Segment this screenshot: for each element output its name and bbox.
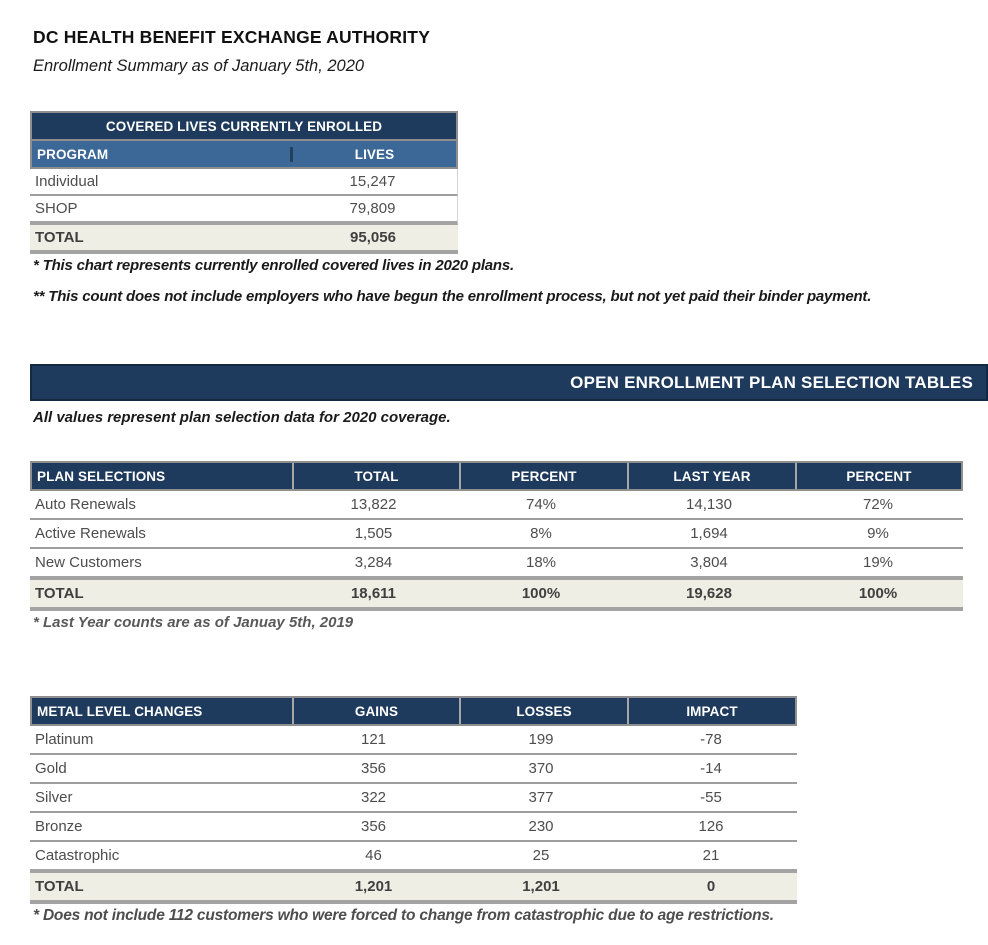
- cell-losses: 25: [532, 847, 550, 864]
- column-header-metal-level-changes: METAL LEVEL CHANGES: [37, 703, 203, 719]
- column-header-plan-selections: PLAN SELECTIONS: [37, 468, 166, 484]
- total-row: TOTAL 18,611 100% 19,628 100%: [30, 580, 963, 611]
- cell-total-impact: 0: [706, 878, 716, 895]
- cell-percent: 18%: [525, 554, 557, 571]
- page-subtitle: Enrollment Summary as of January 5th, 20…: [33, 57, 365, 75]
- page-title: DC HEALTH BENEFIT EXCHANGE AUTHORITY: [33, 27, 431, 47]
- cell-lives: 15,247: [349, 173, 396, 190]
- cell-category: Active Renewals: [35, 525, 146, 542]
- metal-level-changes-table: METAL LEVEL CHANGES GAINS LOSSES IMPACT …: [30, 696, 797, 904]
- column-header-lives: LIVES: [290, 146, 456, 162]
- table-row: SHOP 79,809: [30, 196, 458, 225]
- covered-lives-table-title: COVERED LIVES CURRENTLY ENROLLED: [30, 111, 458, 141]
- table-row: Auto Renewals 13,822 74% 14,130 72%: [30, 491, 963, 520]
- cell-percent-last-year: 9%: [867, 525, 889, 542]
- cell-impact: 21: [702, 847, 720, 864]
- cell-total-label: TOTAL: [35, 878, 84, 895]
- cell-total-lives: 95,056: [350, 229, 396, 246]
- column-header-total: TOTAL: [292, 463, 459, 489]
- column-header-gains: GAINS: [292, 698, 459, 724]
- cell-impact: 126: [698, 818, 724, 835]
- cell-program: SHOP: [35, 200, 78, 217]
- cell-percent-last-year: 72%: [862, 496, 894, 513]
- cell-impact: -78: [700, 731, 722, 748]
- cell-impact: -55: [700, 789, 722, 806]
- cell-gains: 121: [360, 731, 387, 748]
- cell-last-year: 1,694: [690, 525, 728, 542]
- cell-gains: 322: [360, 789, 387, 806]
- table-row: Platinum 121 199 -78: [30, 726, 797, 755]
- section-banner: OPEN ENROLLMENT PLAN SELECTION TABLES: [30, 364, 988, 401]
- plan-selections-footnote: * Last Year counts are as of Januay 5th,…: [33, 614, 354, 631]
- table-row: Active Renewals 1,505 8% 1,694 9%: [30, 520, 963, 549]
- cell-total-total: 18,611: [350, 585, 397, 602]
- column-header-impact: IMPACT: [627, 698, 795, 724]
- plan-selections-header-row: PLAN SELECTIONS TOTAL PERCENT LAST YEAR …: [30, 461, 963, 491]
- cell-total-percent: 100%: [521, 585, 561, 602]
- cell-lives: 79,809: [349, 200, 396, 217]
- cell-metal-level: Gold: [35, 760, 67, 777]
- cell-total-gains: 1,201: [354, 878, 393, 895]
- table-row: Silver 322 377 -55: [30, 784, 797, 813]
- covered-lives-column-header-row: PROGRAM LIVES: [30, 141, 458, 169]
- cell-gains: 356: [360, 818, 387, 835]
- metal-level-footnote: * Does not include 112 customers who wer…: [33, 907, 774, 924]
- cell-impact: -14: [700, 760, 722, 777]
- cell-total-label: TOTAL: [35, 229, 84, 246]
- cell-percent-last-year: 19%: [862, 554, 894, 571]
- metal-level-header-row: METAL LEVEL CHANGES GAINS LOSSES IMPACT: [30, 696, 797, 726]
- total-row: TOTAL 95,056: [30, 225, 458, 254]
- covered-lives-table: COVERED LIVES CURRENTLY ENROLLED PROGRAM…: [30, 111, 458, 254]
- plan-selections-table: PLAN SELECTIONS TOTAL PERCENT LAST YEAR …: [30, 461, 963, 611]
- covered-lives-footnote-2: ** This count does not include employers…: [33, 288, 872, 305]
- cell-gains: 356: [360, 760, 387, 777]
- cell-metal-level: Silver: [35, 789, 73, 806]
- cell-percent: 8%: [530, 525, 552, 542]
- column-header-percent: PERCENT: [459, 463, 627, 489]
- cell-percent: 74%: [525, 496, 557, 513]
- cell-program: Individual: [35, 173, 99, 190]
- cell-gains: 46: [365, 847, 382, 864]
- cell-total: 13,822: [350, 496, 397, 513]
- cell-total: 1,505: [354, 525, 393, 542]
- cell-total: 3,284: [354, 554, 393, 571]
- table-row: Gold 356 370 -14: [30, 755, 797, 784]
- cell-losses: 370: [528, 760, 554, 777]
- table-row: New Customers 3,284 18% 3,804 19%: [30, 549, 963, 580]
- cell-metal-level: Catastrophic: [35, 847, 120, 864]
- cell-total-last-year: 19,628: [686, 585, 732, 602]
- cell-total-percent-last-year: 100%: [858, 585, 898, 602]
- column-header-percent-last-year: PERCENT: [795, 463, 961, 489]
- cell-losses: 199: [528, 731, 554, 748]
- table-row: Bronze 356 230 126: [30, 813, 797, 842]
- column-header-last-year: LAST YEAR: [627, 463, 795, 489]
- table-row: Individual 15,247: [30, 169, 458, 196]
- cell-metal-level: Platinum: [35, 731, 94, 748]
- cell-losses: 377: [528, 789, 554, 806]
- cell-category: Auto Renewals: [35, 496, 136, 513]
- cell-last-year: 14,130: [686, 496, 732, 513]
- table-row: Catastrophic 46 25 21: [30, 842, 797, 873]
- cell-total-label: TOTAL: [35, 585, 84, 602]
- total-row: TOTAL 1,201 1,201 0: [30, 873, 797, 904]
- section-banner-title: OPEN ENROLLMENT PLAN SELECTION TABLES: [570, 372, 973, 392]
- column-header-program: PROGRAM: [37, 146, 109, 162]
- column-header-losses: LOSSES: [459, 698, 627, 724]
- cell-losses: 230: [528, 818, 554, 835]
- cell-total-losses: 1,201: [522, 878, 560, 895]
- cell-category: New Customers: [35, 554, 142, 571]
- cell-last-year: 3,804: [690, 554, 728, 571]
- covered-lives-footnote-1: * This chart represents currently enroll…: [33, 257, 515, 274]
- covered-lives-title-text: COVERED LIVES CURRENTLY ENROLLED: [105, 118, 383, 134]
- section-banner-subtitle: All values represent plan selection data…: [33, 409, 451, 426]
- cell-metal-level: Bronze: [35, 818, 83, 835]
